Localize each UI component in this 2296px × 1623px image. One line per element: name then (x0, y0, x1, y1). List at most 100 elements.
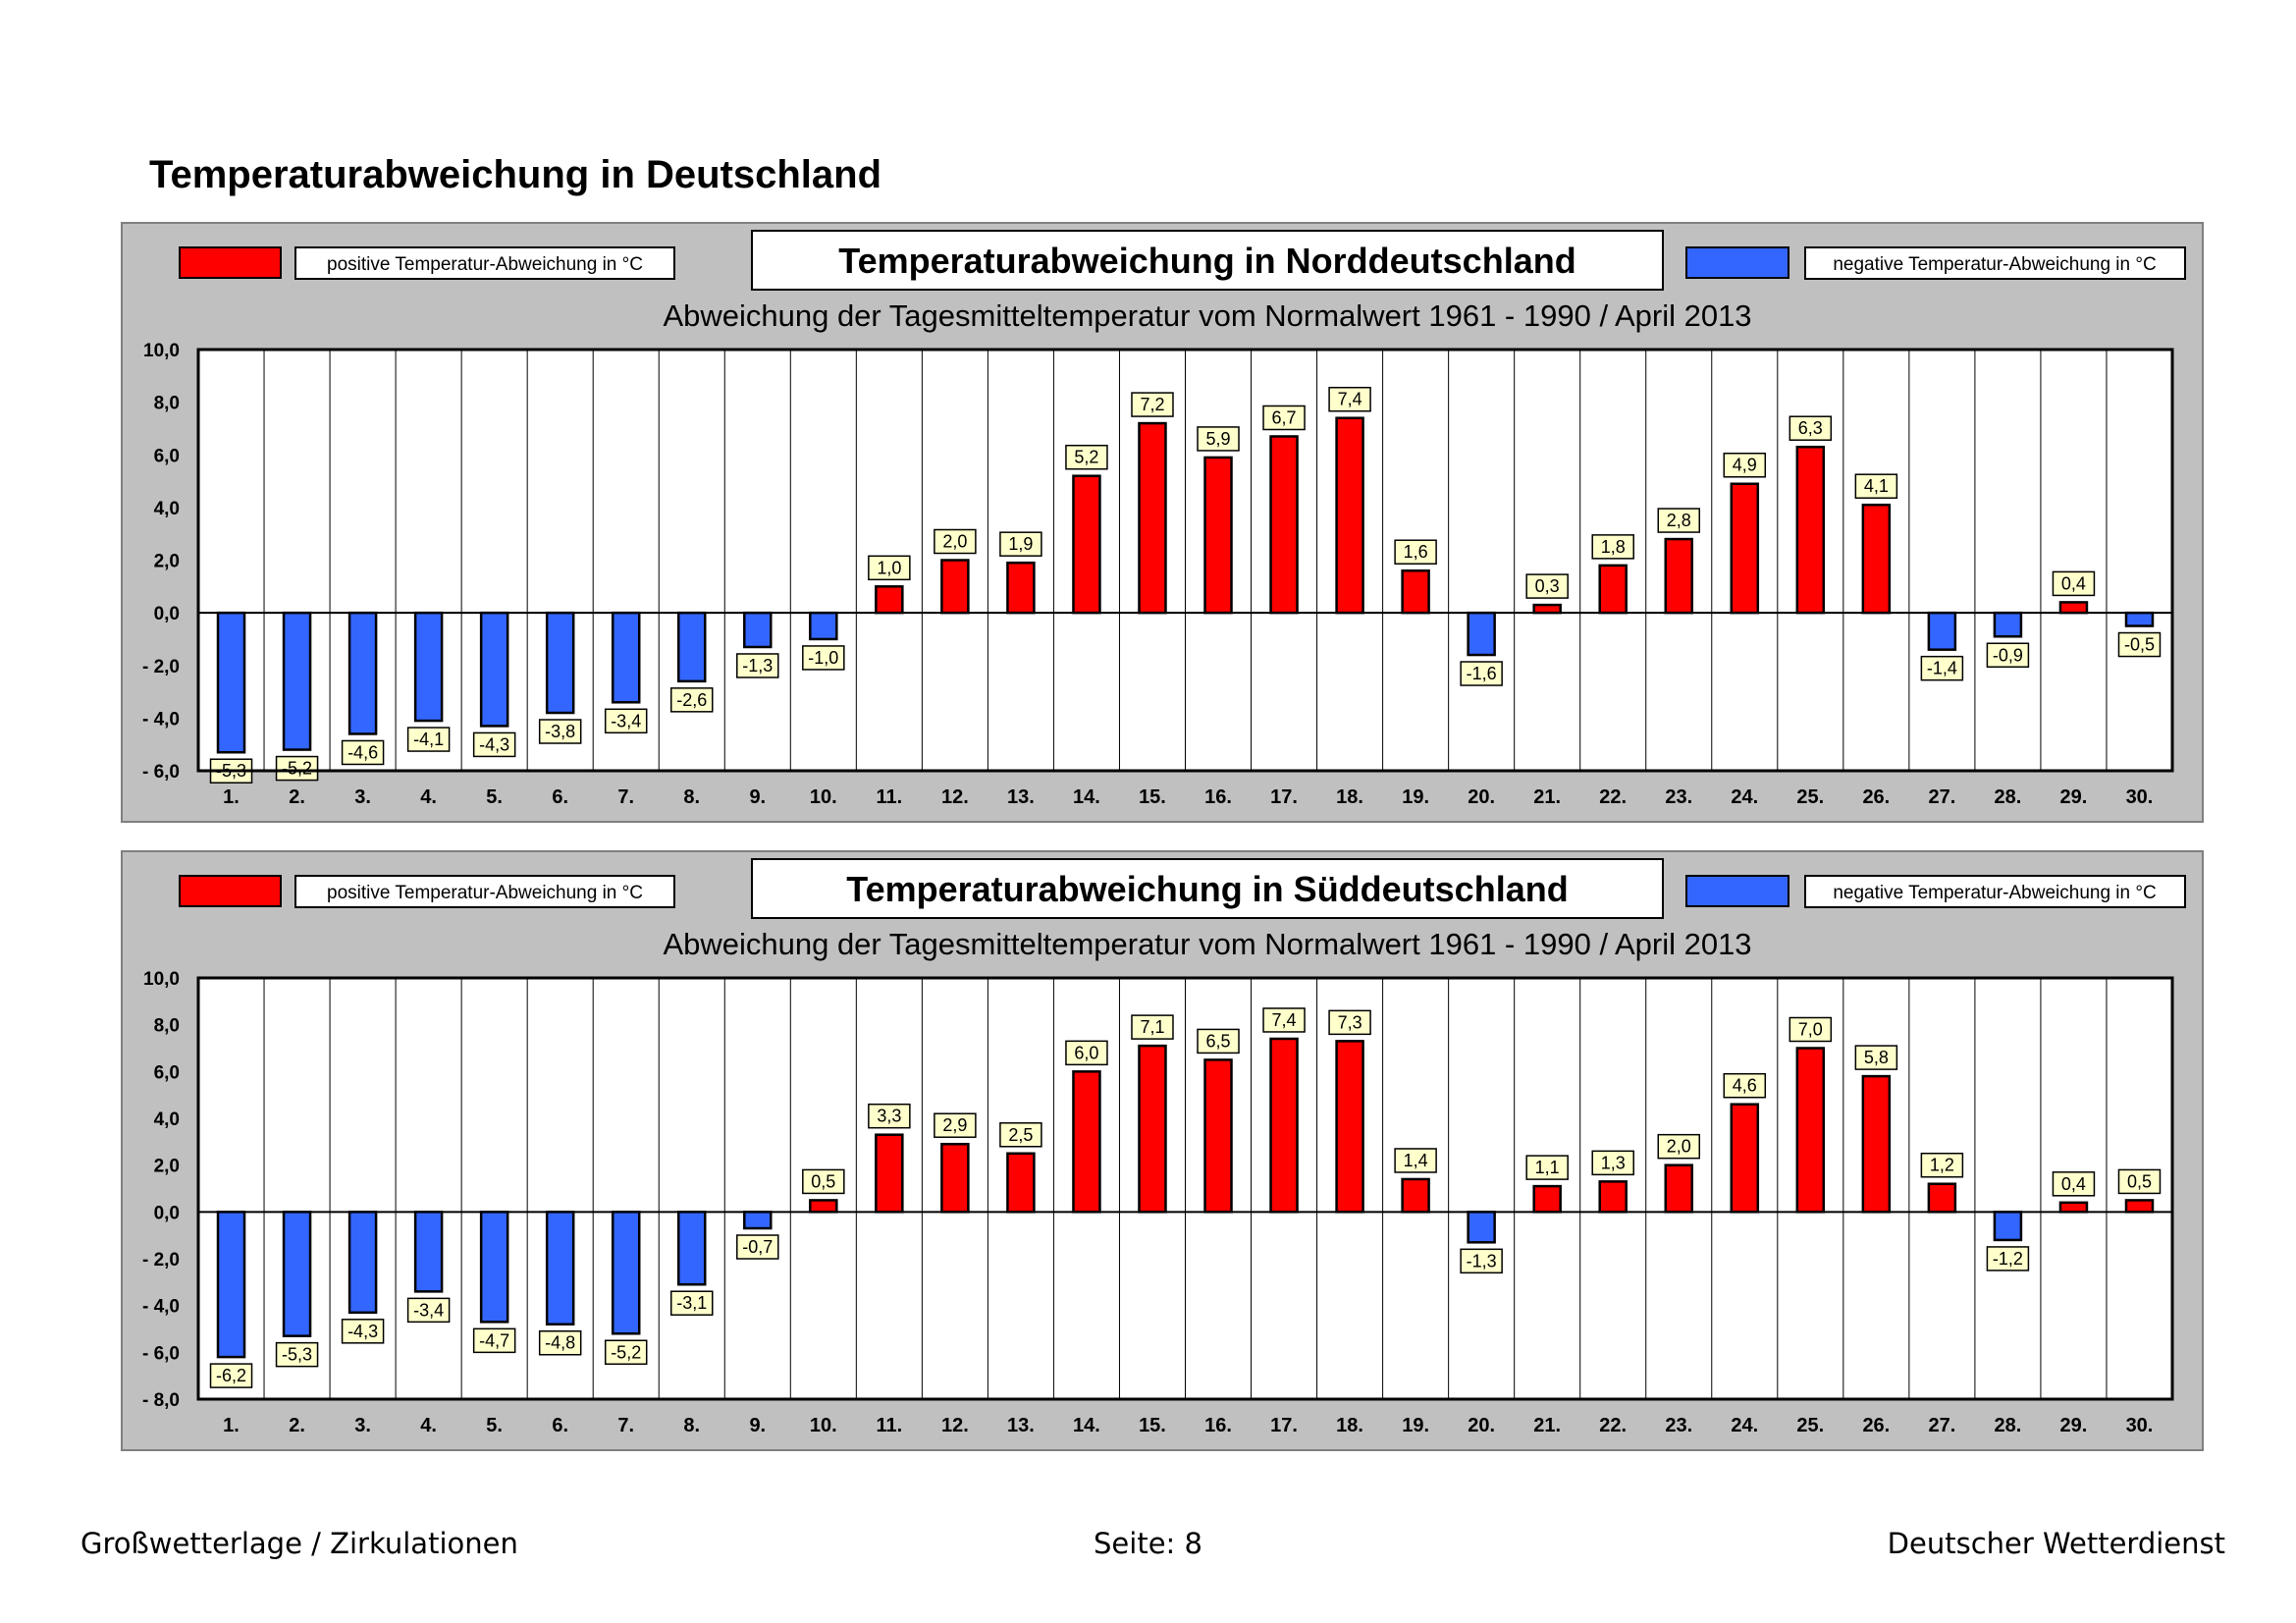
bar (1993, 611, 2023, 638)
data-label: -4,6 (347, 742, 378, 762)
data-label: 7,0 (1798, 1020, 1823, 1040)
data-label-box (1131, 392, 1174, 417)
data-label: -6,2 (216, 1366, 246, 1385)
y-tick-label: - 8,0 (142, 1390, 180, 1411)
data-label: 6,5 (1206, 1031, 1231, 1051)
bar (1532, 603, 1562, 615)
data-label: 7,3 (1338, 1012, 1362, 1032)
data-label-box (736, 653, 779, 678)
bar (282, 611, 312, 751)
data-label-box (538, 1329, 582, 1356)
data-label: 1,2 (1930, 1156, 1954, 1175)
x-tick-label: 10. (810, 1415, 837, 1436)
data-label-box (1986, 642, 2030, 669)
x-tick-label: 2. (289, 1415, 305, 1436)
bar (1072, 474, 1101, 615)
bar (1138, 421, 1167, 615)
bar (2124, 1199, 2155, 1214)
data-label: 3,3 (877, 1107, 901, 1126)
y-tick-label: - 6,0 (142, 1343, 180, 1364)
data-label-box (275, 1341, 319, 1368)
bar (1861, 1074, 1892, 1214)
bar (743, 611, 773, 649)
x-tick-label: 29. (2060, 1415, 2088, 1436)
legend-negative-box (1804, 875, 2186, 908)
y-tick-label: 6,0 (154, 1062, 180, 1083)
data-label: 0,4 (2061, 1174, 2086, 1194)
data-label: -1,6 (1467, 664, 1497, 683)
y-tick-label: 8,0 (154, 1016, 180, 1037)
bar (1203, 456, 1233, 615)
x-tick-label: 25. (1796, 786, 1824, 808)
data-label-box (1591, 534, 1634, 560)
x-tick-label: 12. (941, 786, 969, 808)
bar (1598, 1180, 1628, 1214)
bar (743, 1211, 773, 1230)
x-tick-label: 16. (1204, 786, 1232, 808)
bar (216, 1211, 246, 1359)
y-tick-label: 4,0 (154, 1109, 180, 1130)
data-label-box (736, 1234, 779, 1260)
data-label: 0,5 (2127, 1171, 2152, 1191)
x-tick-label: 27. (1928, 786, 1955, 808)
data-label-box (1789, 1016, 1833, 1043)
x-tick-label: 23. (1665, 1415, 1692, 1436)
x-tick-label: 20. (1468, 1415, 1495, 1436)
data-label-box (2117, 1168, 2162, 1195)
data-label-box (604, 708, 648, 734)
x-tick-label: 7. (617, 786, 634, 808)
bar (1467, 1211, 1496, 1244)
data-label-box (1920, 1152, 1964, 1178)
x-tick-label: 16. (1204, 1415, 1232, 1436)
chart-title: Temperaturabweichung in Norddeutschland (838, 241, 1575, 281)
plot-border (196, 976, 2174, 1401)
bar (1664, 1163, 1693, 1214)
data-label: 7,2 (1140, 395, 1164, 414)
x-tick-label: 27. (1928, 1415, 1955, 1436)
bar (1795, 1047, 1826, 1214)
data-label-box (406, 727, 451, 752)
data-label: -3,8 (545, 722, 575, 741)
x-tick-label: 12. (941, 1415, 969, 1436)
bar (1598, 564, 1628, 615)
data-label-box (802, 1168, 845, 1195)
legend-positive-box (294, 875, 675, 908)
bar (413, 611, 444, 723)
data-label-box (999, 531, 1042, 557)
bar (1072, 1070, 1101, 1214)
data-label-box (472, 1327, 516, 1354)
bar (282, 1211, 312, 1337)
bar (545, 1211, 575, 1325)
x-tick-label: 30. (2126, 1415, 2154, 1436)
x-tick-label: 13. (1007, 786, 1035, 808)
x-tick-label: 24. (1731, 786, 1758, 808)
chart-south: positive Temperatur-Abweichung in °C Temp… (142, 858, 2186, 1436)
data-label: 7,4 (1338, 390, 1362, 409)
data-label-box (1723, 452, 1767, 478)
bar (2058, 1201, 2089, 1214)
data-label-box (1460, 1248, 1503, 1274)
data-label: -1,3 (742, 656, 773, 676)
bar (1401, 568, 1430, 615)
bar (1861, 503, 1892, 615)
data-label: 0,4 (2061, 573, 2086, 593)
plot-border (196, 348, 2174, 773)
bar (1467, 611, 1496, 657)
data-label: 2,0 (942, 532, 967, 552)
data-label: 6,0 (1074, 1043, 1098, 1062)
chart-subtitle: Abweichung der Tagesmitteltemperatur vom… (663, 927, 1751, 961)
bar (1927, 1182, 1957, 1214)
data-label: 1,9 (1008, 534, 1033, 554)
data-label: -5,3 (282, 1345, 312, 1365)
x-tick-label: 21. (1533, 1415, 1561, 1436)
x-tick-label: 22. (1599, 786, 1627, 808)
x-tick-label: 19. (1402, 1415, 1429, 1436)
data-label: 6,3 (1798, 418, 1823, 438)
data-label-box (802, 645, 845, 671)
data-label-box (1525, 573, 1569, 599)
legend-positive-box (294, 246, 675, 280)
data-label-box (1065, 1040, 1108, 1066)
bar (940, 559, 970, 615)
data-label-box (868, 1103, 911, 1129)
bar (2058, 601, 2089, 615)
